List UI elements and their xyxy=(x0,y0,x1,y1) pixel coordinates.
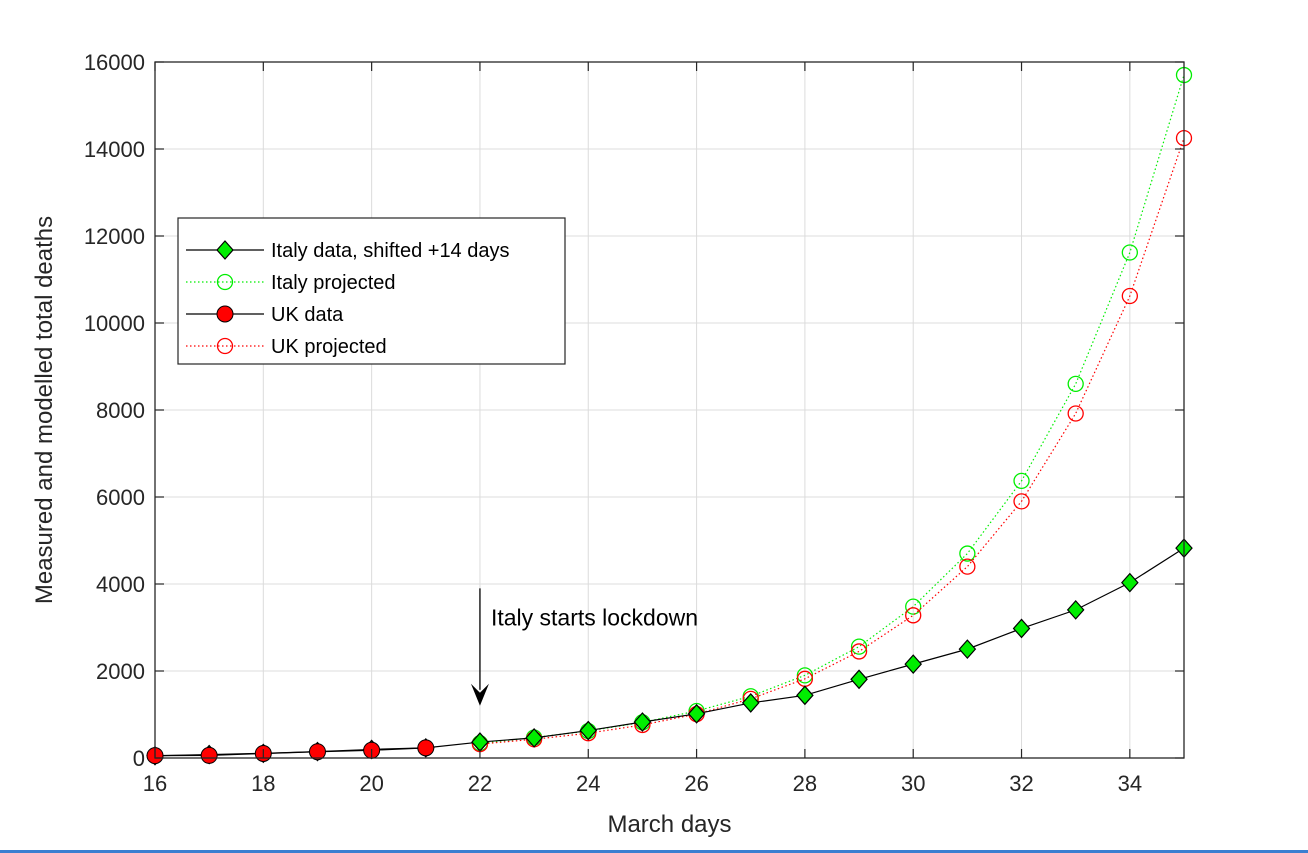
data-point xyxy=(959,545,976,562)
data-point xyxy=(200,746,218,764)
data-point xyxy=(958,639,977,660)
series-0 xyxy=(146,538,1193,766)
legend-label: Italy data, shifted +14 days xyxy=(271,240,510,262)
data-point xyxy=(1121,572,1139,593)
legend-item: UK data xyxy=(186,304,344,326)
legend-marker xyxy=(216,337,234,355)
legend-item: Italy data, shifted +14 days xyxy=(186,240,510,262)
data-point xyxy=(904,654,923,675)
x-tick-label: 16 xyxy=(143,771,167,796)
legend-marker xyxy=(216,273,234,291)
data-point xyxy=(850,638,868,655)
y-tick-label: 12000 xyxy=(84,224,145,249)
x-tick-label: 30 xyxy=(901,771,925,796)
bottom-rule xyxy=(0,850,1308,853)
grid-lines xyxy=(154,61,1184,759)
x-tick-label: 32 xyxy=(1009,771,1033,796)
legend-box xyxy=(177,217,566,365)
legend: Italy data, shifted +14 days Italy projec… xyxy=(177,217,566,365)
series-layer xyxy=(146,66,1193,766)
data-point xyxy=(633,712,652,732)
series-1 xyxy=(471,66,1193,752)
data-point xyxy=(741,693,760,713)
data-point xyxy=(850,643,868,660)
axis-ticks: 16 18 20 22 24 26 28 30 32 34 0 2000 4000 6000 8000 100… xyxy=(84,50,1184,796)
x-tick-label: 24 xyxy=(576,771,600,796)
series-line xyxy=(479,74,1185,744)
x-tick-label: 18 xyxy=(251,771,275,796)
legend-label: UK data xyxy=(271,304,344,326)
annotation-arrow-head xyxy=(470,683,489,706)
data-point xyxy=(1066,599,1085,620)
x-tick-label: 22 xyxy=(468,771,492,796)
y-axis-label: Measured and modelled total deaths xyxy=(31,216,58,604)
annotation-text: Italy starts lockdown xyxy=(491,604,698,630)
x-tick-label: 34 xyxy=(1118,771,1142,796)
annotation: Italy starts lockdown xyxy=(470,588,698,706)
data-point xyxy=(525,727,543,748)
data-point xyxy=(687,703,706,724)
y-tick-label: 0 xyxy=(133,746,145,771)
legend-marker xyxy=(216,305,234,323)
data-point xyxy=(850,669,868,690)
y-tick-label: 2000 xyxy=(96,659,145,684)
series-3 xyxy=(471,129,1193,753)
y-tick-label: 6000 xyxy=(96,485,145,510)
data-point xyxy=(1121,287,1138,305)
series-2 xyxy=(146,739,435,765)
data-point xyxy=(1012,618,1031,639)
y-tick-label: 10000 xyxy=(84,311,145,336)
data-point xyxy=(1121,244,1138,261)
x-tick-label: 20 xyxy=(359,771,383,796)
data-point xyxy=(308,743,326,761)
legend-label: Italy projected xyxy=(271,272,396,294)
x-axis-label: March days xyxy=(607,811,731,838)
y-tick-label: 4000 xyxy=(96,572,145,597)
data-point xyxy=(905,607,922,624)
data-point xyxy=(417,739,435,757)
data-point xyxy=(1067,375,1084,393)
data-point xyxy=(1013,493,1030,510)
legend-marker xyxy=(216,240,234,260)
data-point xyxy=(796,685,814,706)
data-point xyxy=(905,598,922,615)
x-tick-label: 28 xyxy=(793,771,817,796)
y-tick-label: 14000 xyxy=(84,137,145,162)
data-point xyxy=(1067,405,1084,422)
y-tick-label: 16000 xyxy=(84,50,145,75)
data-point xyxy=(1013,472,1030,490)
legend-item: Italy projected xyxy=(186,272,396,294)
data-point xyxy=(579,720,598,741)
legend-label: UK projected xyxy=(271,336,387,358)
data-point xyxy=(959,558,976,575)
legend-item: UK projected xyxy=(186,336,387,358)
y-tick-label: 8000 xyxy=(96,398,145,423)
series-line xyxy=(154,547,1185,757)
x-tick-label: 26 xyxy=(684,771,708,796)
series-line xyxy=(479,137,1185,745)
series-line xyxy=(154,747,426,757)
